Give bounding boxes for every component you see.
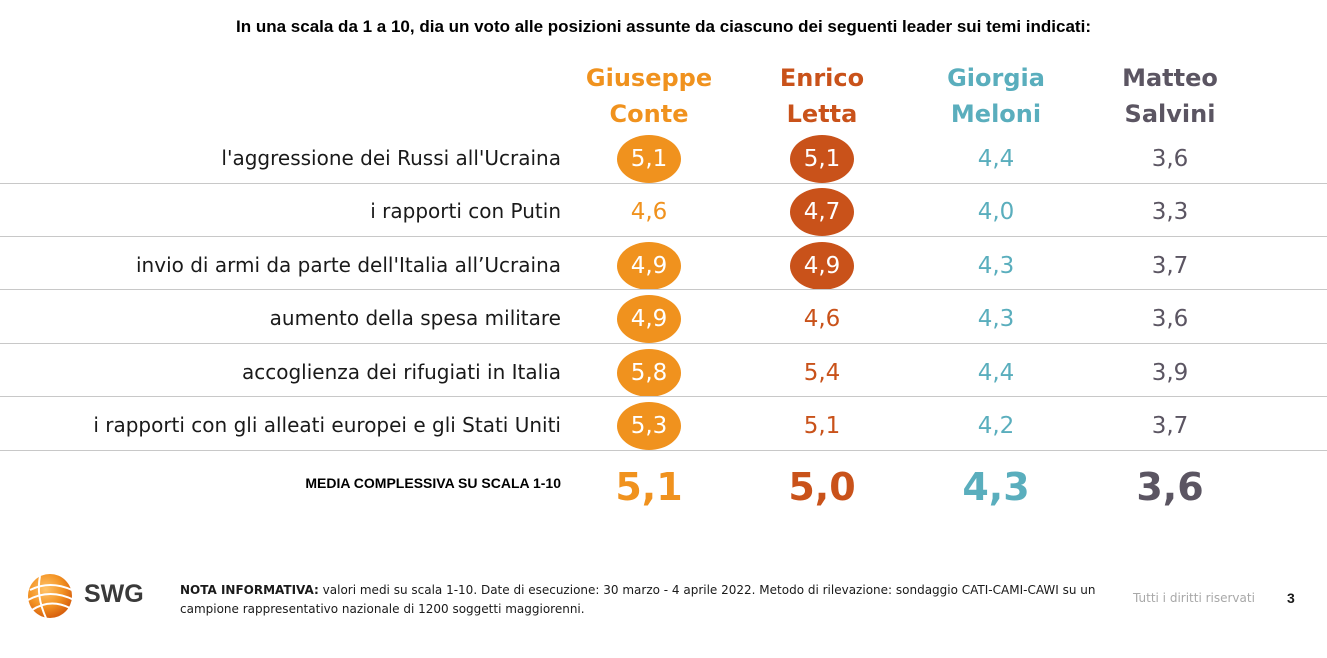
- score-value: 5,4: [803, 360, 841, 386]
- score-bubble: 4,9: [617, 242, 681, 290]
- row-divider: [0, 450, 1327, 451]
- logo-text: SWG: [84, 580, 144, 608]
- topic-label: aumento della spesa militare: [269, 306, 561, 330]
- leader-last-name: Meloni: [950, 100, 1042, 128]
- page-title: In una scala da 1 a 10, dia un voto alle…: [236, 17, 1091, 36]
- average-value: 4,3: [962, 465, 1030, 509]
- leader-first-name: Giuseppe: [585, 64, 713, 92]
- row-divider: [0, 236, 1327, 237]
- score-value: 3,6: [1151, 306, 1189, 332]
- leader-header: Matteo Salvini: [1080, 60, 1260, 132]
- score-value: 5,1: [803, 413, 841, 439]
- leader-header: Giuseppe Conte: [559, 60, 739, 132]
- score-value: 3,9: [1151, 360, 1189, 386]
- page-number: 3: [1287, 590, 1295, 606]
- row-divider: [0, 183, 1327, 184]
- score-value: 4,6: [803, 306, 841, 332]
- leader-header: Enrico Letta: [732, 60, 912, 132]
- score-value: 4,3: [977, 306, 1015, 332]
- score-value: 4,3: [977, 253, 1015, 279]
- score-value: 3,6: [1151, 146, 1189, 172]
- score-value: 4,0: [977, 199, 1015, 225]
- score-bubble: 5,3: [617, 402, 681, 450]
- footnote: NOTA INFORMATIVA: valori medi su scala 1…: [180, 581, 1110, 619]
- topic-label: invio di armi da parte dell'Italia all’U…: [136, 253, 561, 277]
- average-value: 5,1: [615, 465, 683, 509]
- score-bubble: 4,9: [790, 242, 854, 290]
- score-value: 4,2: [977, 413, 1015, 439]
- average-label: MEDIA COMPLESSIVA SU SCALA 1-10: [305, 475, 561, 491]
- score-value: 3,7: [1151, 253, 1189, 279]
- row-divider: [0, 343, 1327, 344]
- leader-last-name: Conte: [609, 100, 689, 128]
- footnote-text: valori medi su scala 1-10. Date di esecu…: [180, 583, 1096, 616]
- score-bubble: 4,7: [790, 188, 854, 236]
- topic-label: accoglienza dei rifugiati in Italia: [241, 360, 561, 384]
- average-value: 5,0: [788, 465, 856, 509]
- score-value: 4,4: [977, 146, 1015, 172]
- score-value: 3,7: [1151, 413, 1189, 439]
- score-value: 4,6: [630, 199, 668, 225]
- topic-label: i rapporti con Putin: [370, 199, 561, 223]
- score-bubble: 5,1: [790, 135, 854, 183]
- leader-first-name: Giorgia: [947, 64, 1045, 92]
- rights-text: Tutti i diritti riservati: [1133, 591, 1255, 605]
- footnote-label: NOTA INFORMATIVA:: [180, 583, 319, 597]
- topic-label: l'aggressione dei Russi all'Ucraina: [221, 146, 561, 170]
- row-divider: [0, 396, 1327, 397]
- leader-header: Giorgia Meloni: [906, 60, 1086, 132]
- row-divider: [0, 289, 1327, 290]
- score-bubble: 5,8: [617, 349, 681, 397]
- leader-first-name: Matteo: [1122, 64, 1218, 92]
- score-bubble: 5,1: [617, 135, 681, 183]
- leader-first-name: Enrico: [779, 64, 865, 92]
- leader-last-name: Salvini: [1124, 100, 1216, 128]
- score-bubble: 4,9: [617, 295, 681, 343]
- average-value: 3,6: [1136, 465, 1204, 509]
- score-value: 4,4: [977, 360, 1015, 386]
- topic-label: i rapporti con gli alleati europei e gli…: [93, 413, 561, 437]
- score-value: 3,3: [1151, 199, 1189, 225]
- leader-last-name: Letta: [786, 100, 858, 128]
- swg-logo-icon: [27, 574, 75, 619]
